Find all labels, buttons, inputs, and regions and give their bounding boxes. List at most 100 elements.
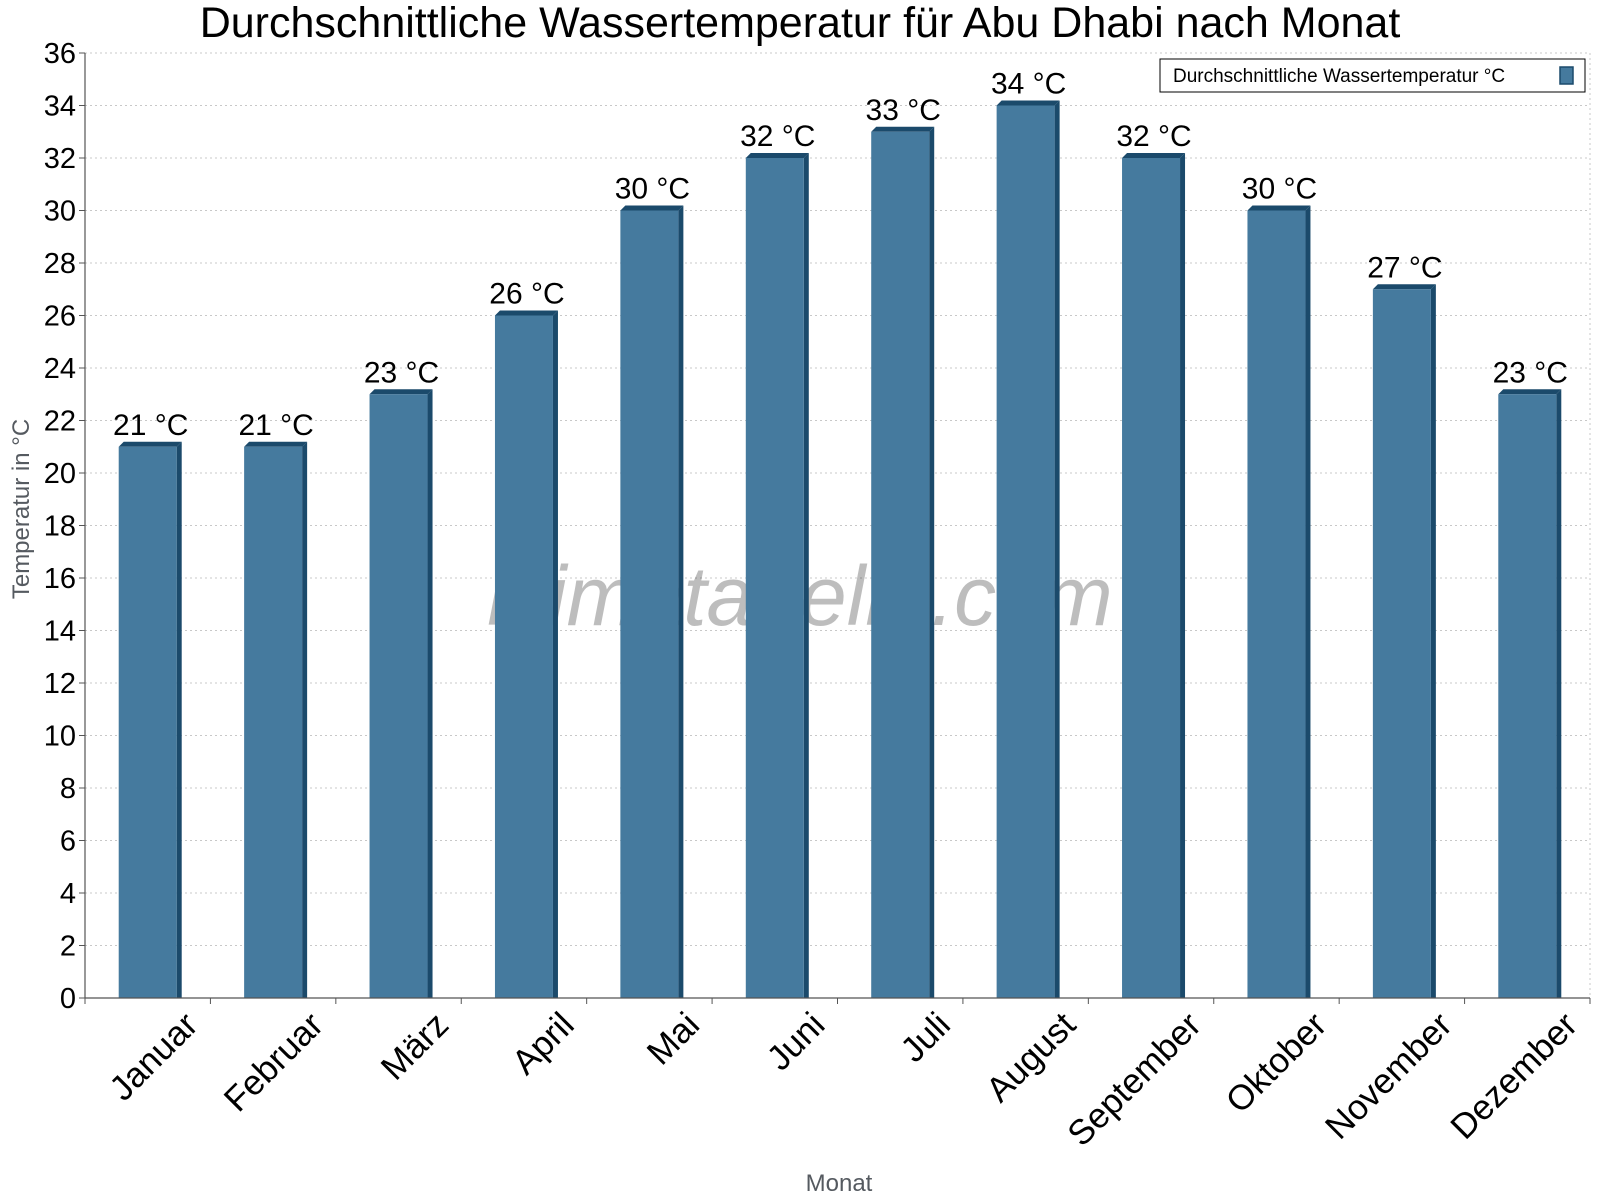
bar-side bbox=[1180, 153, 1186, 998]
y-tick-label: 28 bbox=[44, 248, 76, 280]
bar-face bbox=[620, 210, 679, 998]
gridlines bbox=[85, 52, 1591, 998]
y-tick-label: 26 bbox=[44, 301, 76, 333]
axes bbox=[79, 52, 1591, 1004]
value-label: 30 °C bbox=[1242, 173, 1317, 206]
value-label: 32 °C bbox=[1116, 120, 1191, 153]
bar-face bbox=[118, 446, 177, 998]
bar bbox=[871, 126, 935, 998]
x-tick-label: April bbox=[505, 1005, 582, 1082]
bar-top bbox=[871, 126, 935, 132]
bar bbox=[369, 389, 433, 998]
bar-top bbox=[1372, 284, 1436, 290]
x-tick-label: Juni bbox=[759, 1005, 832, 1078]
y-tick-label: 10 bbox=[44, 721, 76, 753]
value-label: 33 °C bbox=[866, 94, 941, 127]
y-tick-label: 30 bbox=[44, 196, 76, 228]
x-tick-label: Januar bbox=[102, 1005, 205, 1108]
y-tick-label: 2 bbox=[60, 931, 76, 963]
y-axis-title: Temperatur in °C bbox=[8, 419, 35, 599]
bar-face bbox=[1247, 210, 1306, 998]
y-tick-label: 8 bbox=[60, 773, 76, 805]
x-tick-label: September bbox=[1060, 1005, 1209, 1154]
bar bbox=[118, 441, 182, 998]
y-tick-label: 36 bbox=[44, 38, 76, 70]
bar-side bbox=[427, 389, 433, 998]
bar-side bbox=[1305, 205, 1311, 998]
bar bbox=[1372, 284, 1436, 998]
y-tick-label: 4 bbox=[60, 878, 76, 910]
y-tick-label: 0 bbox=[60, 983, 76, 1015]
y-tick-label: 20 bbox=[44, 458, 76, 490]
bar-face bbox=[1372, 289, 1431, 998]
bar-side bbox=[1054, 100, 1060, 998]
bar bbox=[1247, 205, 1311, 998]
x-tick-label: Dezember bbox=[1443, 1005, 1585, 1147]
bar-top bbox=[1498, 389, 1562, 395]
bar-top bbox=[118, 441, 182, 447]
value-labels: 21 °C 21 °C 23 °C 26 °C 30 °C 32 °C 33 °C 34 °C… bbox=[113, 68, 1568, 442]
bar-side bbox=[1430, 284, 1436, 998]
legend-label: Durchschnittliche Wassertemperatur °C bbox=[1173, 66, 1505, 87]
x-tick-label: August bbox=[979, 1005, 1084, 1110]
y-tick-label: 14 bbox=[44, 616, 76, 648]
bar-side bbox=[678, 205, 684, 998]
y-tick-label: 12 bbox=[44, 668, 76, 700]
legend-swatch bbox=[1559, 66, 1574, 85]
bar-top bbox=[369, 389, 433, 395]
bar-side bbox=[803, 153, 809, 998]
bar bbox=[620, 205, 684, 998]
bar-side bbox=[552, 310, 558, 998]
bar-top bbox=[494, 310, 558, 316]
y-tick-label: 32 bbox=[44, 143, 76, 175]
y-tick-label: 24 bbox=[44, 353, 76, 385]
bar-side bbox=[176, 441, 182, 998]
bar-side bbox=[1556, 389, 1562, 998]
x-tick-label: Juli bbox=[893, 1005, 958, 1070]
bar-top bbox=[996, 100, 1060, 106]
bar-top bbox=[620, 205, 684, 211]
value-label: 23 °C bbox=[364, 356, 439, 389]
legend: Durchschnittliche Wassertemperatur °C bbox=[1159, 58, 1586, 93]
bar bbox=[244, 441, 308, 998]
bar-top bbox=[745, 153, 809, 158]
bar-face bbox=[244, 446, 303, 998]
y-tick-label: 16 bbox=[44, 563, 76, 595]
bar-face bbox=[871, 131, 930, 998]
bar bbox=[745, 153, 809, 998]
x-tick-label: März bbox=[374, 1005, 457, 1088]
bar bbox=[494, 310, 558, 998]
x-tick-labels: Januar Februar März April Mai Juni Juli AugustS… bbox=[102, 1005, 1585, 1154]
bar-face bbox=[369, 394, 428, 998]
value-label: 21 °C bbox=[113, 409, 188, 442]
bar-top bbox=[244, 441, 308, 447]
value-label: 34 °C bbox=[991, 68, 1066, 101]
value-label: 32 °C bbox=[740, 120, 815, 153]
bar bbox=[1122, 153, 1186, 998]
bar-side bbox=[302, 441, 308, 998]
legend-box bbox=[1159, 58, 1586, 93]
bar-side bbox=[929, 126, 935, 998]
x-tick-label: Mai bbox=[640, 1005, 707, 1072]
value-label: 21 °C bbox=[238, 409, 313, 442]
y-tick-label: 34 bbox=[44, 91, 76, 123]
bars bbox=[118, 100, 1562, 998]
y-tick-label: 6 bbox=[60, 826, 76, 858]
x-axis-title: Monat bbox=[806, 1170, 873, 1197]
value-label: 26 °C bbox=[489, 278, 564, 311]
y-tick-label: 22 bbox=[44, 406, 76, 438]
bar-face bbox=[996, 105, 1055, 998]
y-tick-label: 18 bbox=[44, 511, 76, 543]
bar-top bbox=[1122, 153, 1186, 158]
x-tick-label: November bbox=[1318, 1005, 1460, 1147]
bar-face bbox=[494, 315, 553, 998]
chart-title: Durchschnittliche Wassertemperatur für A… bbox=[200, 0, 1401, 47]
value-label: 27 °C bbox=[1367, 251, 1442, 284]
x-tick-label: Februar bbox=[217, 1005, 331, 1119]
bar bbox=[996, 100, 1060, 998]
bar-face bbox=[1498, 394, 1557, 998]
bar-face bbox=[1122, 158, 1181, 998]
x-tick-label: Oktober bbox=[1219, 1005, 1335, 1121]
